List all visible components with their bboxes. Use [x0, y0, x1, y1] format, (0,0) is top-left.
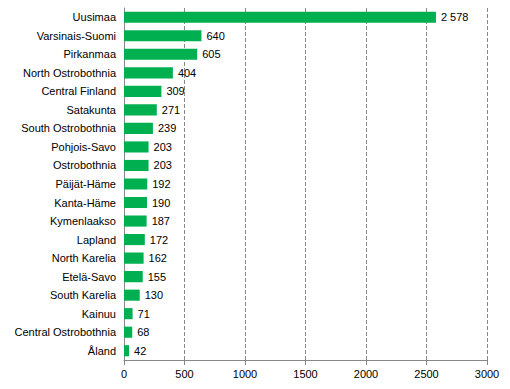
- svg-text:Kymenlaakso: Kymenlaakso: [50, 215, 116, 227]
- svg-text:2 578: 2 578: [441, 11, 469, 23]
- svg-text:Päijät-Häme: Päijät-Häme: [55, 178, 116, 190]
- svg-text:203: 203: [154, 159, 172, 171]
- svg-text:271: 271: [162, 104, 180, 116]
- svg-text:605: 605: [202, 48, 220, 60]
- svg-text:Ostrobothnia: Ostrobothnia: [53, 159, 117, 171]
- svg-text:190: 190: [152, 197, 170, 209]
- svg-text:2500: 2500: [414, 368, 438, 380]
- svg-text:South Karelia: South Karelia: [50, 289, 117, 301]
- svg-text:500: 500: [175, 368, 193, 380]
- svg-text:172: 172: [150, 234, 168, 246]
- svg-text:192: 192: [152, 178, 170, 190]
- svg-text:South Ostrobothnia: South Ostrobothnia: [21, 122, 117, 134]
- svg-text:Kainuu: Kainuu: [82, 308, 116, 320]
- svg-text:404: 404: [178, 67, 196, 79]
- svg-text:0: 0: [121, 368, 127, 380]
- svg-text:Lapland: Lapland: [77, 234, 116, 246]
- svg-text:North Karelia: North Karelia: [52, 252, 117, 264]
- svg-text:68: 68: [137, 326, 149, 338]
- svg-text:71: 71: [138, 308, 150, 320]
- svg-text:North Ostrobothnia: North Ostrobothnia: [23, 67, 117, 79]
- svg-text:239: 239: [158, 122, 176, 134]
- svg-text:Pohjois-Savo: Pohjois-Savo: [51, 141, 116, 153]
- svg-text:Central Finland: Central Finland: [41, 85, 116, 97]
- svg-text:130: 130: [145, 289, 163, 301]
- svg-text:Uusimaa: Uusimaa: [73, 11, 117, 23]
- svg-text:3000: 3000: [475, 368, 499, 380]
- svg-text:640: 640: [206, 30, 224, 42]
- svg-text:Pirkanmaa: Pirkanmaa: [63, 48, 116, 60]
- svg-text:155: 155: [148, 271, 166, 283]
- svg-text:Kanta-Häme: Kanta-Häme: [54, 197, 116, 209]
- svg-text:Åland: Åland: [88, 345, 116, 357]
- svg-text:162: 162: [149, 252, 167, 264]
- svg-text:203: 203: [154, 141, 172, 153]
- svg-text:Varsinais-Suomi: Varsinais-Suomi: [37, 30, 116, 42]
- svg-text:42: 42: [134, 345, 146, 357]
- svg-text:1000: 1000: [233, 368, 257, 380]
- svg-text:1500: 1500: [293, 368, 317, 380]
- svg-text:Satakunta: Satakunta: [66, 104, 116, 116]
- svg-text:2000: 2000: [354, 368, 378, 380]
- svg-text:Central Ostrobothnia: Central Ostrobothnia: [15, 326, 117, 338]
- svg-text:309: 309: [166, 85, 184, 97]
- svg-text:187: 187: [152, 215, 170, 227]
- svg-text:Etelä-Savo: Etelä-Savo: [62, 271, 116, 283]
